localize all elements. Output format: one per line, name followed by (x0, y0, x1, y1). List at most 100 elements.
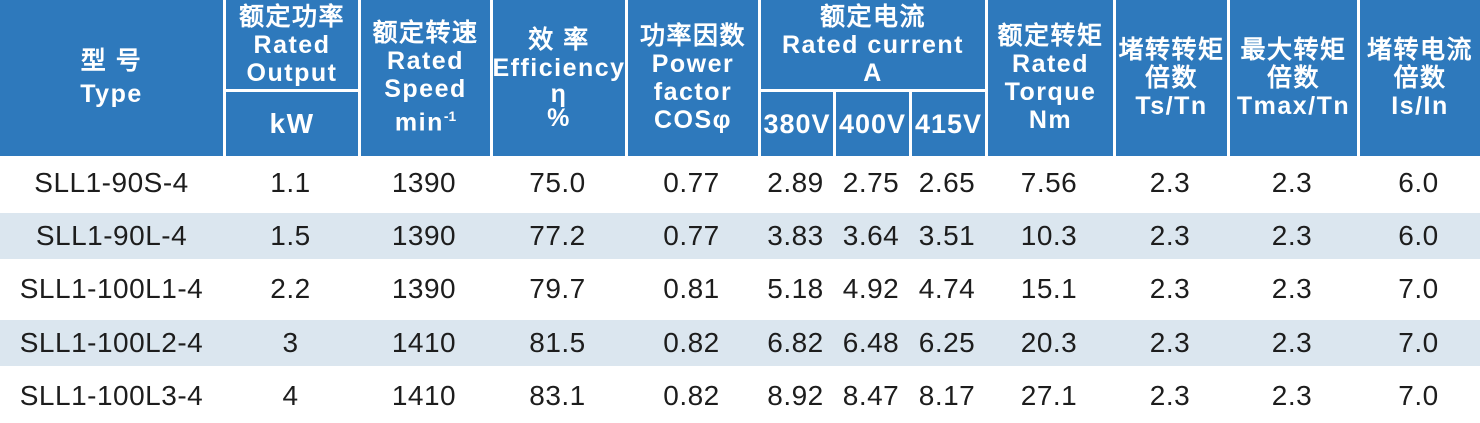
header-rated-torque-en1: Rated (1012, 50, 1089, 78)
header-tmax-zh2: 倍数 (1266, 64, 1320, 92)
col-header-max-torque: 最大转矩 倍数 Tmax/Tn (1227, 0, 1357, 156)
cell-current-400: 6.48 (842, 326, 900, 358)
col-header-current-415v: 415V (909, 89, 985, 156)
cell-current-400: 3.64 (842, 220, 900, 252)
header-type-zh: 型 号 (80, 47, 143, 75)
table-row: SLL1-90S-4 1.1 1390 75.0 0.77 2.89 2.75 … (0, 156, 1480, 209)
cell-ts-tn: 2.3 (1149, 220, 1191, 252)
col-header-current-400v: 400V (833, 89, 909, 156)
cell-speed: 1390 (391, 273, 457, 305)
cell-output: 2.2 (270, 273, 311, 305)
header-rated-output-unit: kW (269, 108, 315, 139)
header-rated-output-zh: 额定功率 (238, 2, 345, 31)
cell-current-415: 4.74 (918, 273, 976, 305)
col-header-efficiency: 效 率 Efficiency η % (490, 0, 625, 156)
header-rated-output-en1: Rated (253, 30, 331, 59)
col-header-locked-rotor-torque: 堵转转矩 倍数 Ts/Tn (1113, 0, 1227, 156)
cell-power-factor: 0.82 (663, 326, 720, 358)
table-row: SLL1-100L2-4 3 1410 81.5 0.82 6.82 6.48 … (0, 316, 1480, 370)
cell-torque: 27.1 (1020, 380, 1078, 412)
header-tmax-ratio: Tmax/Tn (1236, 92, 1351, 120)
cell-ts-tn: 2.3 (1149, 326, 1191, 358)
cell-tmax-tn: 2.3 (1271, 273, 1313, 305)
cell-type: SLL1-100L2-4 (19, 326, 204, 358)
cell-current-380: 2.89 (767, 166, 824, 198)
cell-tmax-tn: 2.3 (1271, 166, 1313, 198)
table-body: SLL1-90S-4 1.1 1390 75.0 0.77 2.89 2.75 … (0, 156, 1480, 423)
cell-is-in: 7.0 (1398, 380, 1439, 412)
cell-speed: 1410 (391, 326, 457, 358)
header-tmax-zh1: 最大转矩 (1240, 36, 1347, 64)
cell-torque: 15.1 (1020, 273, 1078, 305)
cell-current-380: 6.82 (767, 326, 824, 358)
header-is-zh1: 堵转电流 (1366, 36, 1473, 64)
header-ts-zh2: 倍数 (1144, 64, 1198, 92)
cell-speed: 1390 (391, 166, 457, 198)
cell-tmax-tn: 2.3 (1271, 380, 1313, 412)
col-header-rated-current: 额定电流 Rated current A (758, 0, 985, 89)
header-efficiency-en: Efficiency (492, 54, 625, 82)
cell-current-415: 6.25 (918, 326, 976, 358)
cell-output: 4 (282, 380, 299, 412)
cell-type: SLL1-100L3-4 (19, 380, 204, 412)
cell-speed: 1410 (391, 380, 457, 412)
col-header-rated-torque: 额定转矩 Rated Torque Nm (985, 0, 1113, 156)
cell-type: SLL1-90L-4 (35, 220, 188, 252)
cell-is-in: 7.0 (1398, 273, 1439, 305)
header-rated-speed-zh: 额定转速 (372, 19, 479, 48)
header-ts-zh1: 堵转转矩 (1118, 36, 1225, 64)
header-rated-speed-unit: min-1 (394, 108, 457, 137)
header-power-factor-en1: Power (651, 50, 735, 78)
cell-speed: 1390 (391, 220, 457, 252)
header-400v-label: 400V (838, 109, 907, 139)
header-rated-speed-en1: Rated (387, 47, 464, 76)
cell-current-400: 4.92 (842, 273, 900, 305)
cell-efficiency: 77.2 (529, 220, 586, 252)
cell-type: SLL1-100L1-4 (19, 273, 204, 305)
cell-power-factor: 0.81 (663, 273, 720, 305)
cell-is-in: 6.0 (1398, 220, 1439, 252)
table-row: SLL1-100L3-4 4 1410 83.1 0.82 8.92 8.47 … (0, 370, 1480, 423)
header-is-zh2: 倍数 (1393, 64, 1447, 92)
cell-efficiency: 75.0 (529, 166, 586, 198)
cell-torque: 20.3 (1020, 326, 1078, 358)
cell-power-factor: 0.82 (663, 380, 720, 412)
cell-torque: 10.3 (1020, 220, 1078, 252)
cell-efficiency: 79.7 (529, 273, 586, 305)
cell-current-415: 2.65 (918, 166, 976, 198)
col-header-rated-output-unit: kW (223, 89, 358, 156)
cell-current-380: 3.83 (767, 220, 824, 252)
cell-output: 3 (282, 326, 299, 358)
table-header: 型 号 Type 额定功率 Rated Output kW 额定转速 Rated… (0, 0, 1480, 156)
col-header-rated-output: 额定功率 Rated Output (223, 0, 358, 89)
cell-current-400: 8.47 (842, 380, 900, 412)
cell-power-factor: 0.77 (663, 166, 720, 198)
header-rated-torque-en2: Torque (1004, 78, 1097, 106)
header-power-factor-zh: 功率因数 (639, 22, 746, 50)
col-header-locked-rotor-current: 堵转电流 倍数 Is/In (1357, 0, 1480, 156)
cell-tmax-tn: 2.3 (1271, 326, 1313, 358)
cell-ts-tn: 2.3 (1149, 166, 1191, 198)
header-380v-label: 380V (763, 109, 831, 139)
table-row: SLL1-100L1-4 2.2 1390 79.7 0.81 5.18 4.9… (0, 263, 1480, 316)
col-header-rated-speed: 额定转速 Rated Speed min-1 (358, 0, 490, 156)
header-ts-ratio: Ts/Tn (1135, 92, 1208, 120)
table-row: SLL1-90L-4 1.5 1390 77.2 0.77 3.83 3.64 … (0, 209, 1480, 263)
cell-ts-tn: 2.3 (1149, 273, 1191, 305)
cell-is-in: 6.0 (1398, 166, 1439, 198)
cell-power-factor: 0.77 (663, 220, 720, 252)
header-rated-torque-unit: Nm (1028, 106, 1073, 134)
cell-is-in: 7.0 (1398, 326, 1439, 358)
header-power-factor-symbol: COSφ (653, 106, 733, 134)
header-efficiency-symbol: η (550, 80, 568, 108)
cell-torque: 7.56 (1020, 166, 1078, 198)
header-is-ratio: Is/In (1391, 92, 1449, 120)
header-efficiency-unit: % (547, 104, 571, 132)
cell-output: 1.5 (270, 220, 311, 252)
header-rated-speed-exp: -1 (443, 109, 457, 125)
header-rated-output-en2: Output (246, 58, 338, 87)
header-rated-speed-en2: Speed (384, 75, 467, 104)
header-rated-current-unit: A (863, 58, 883, 87)
cell-current-380: 5.18 (767, 273, 824, 305)
